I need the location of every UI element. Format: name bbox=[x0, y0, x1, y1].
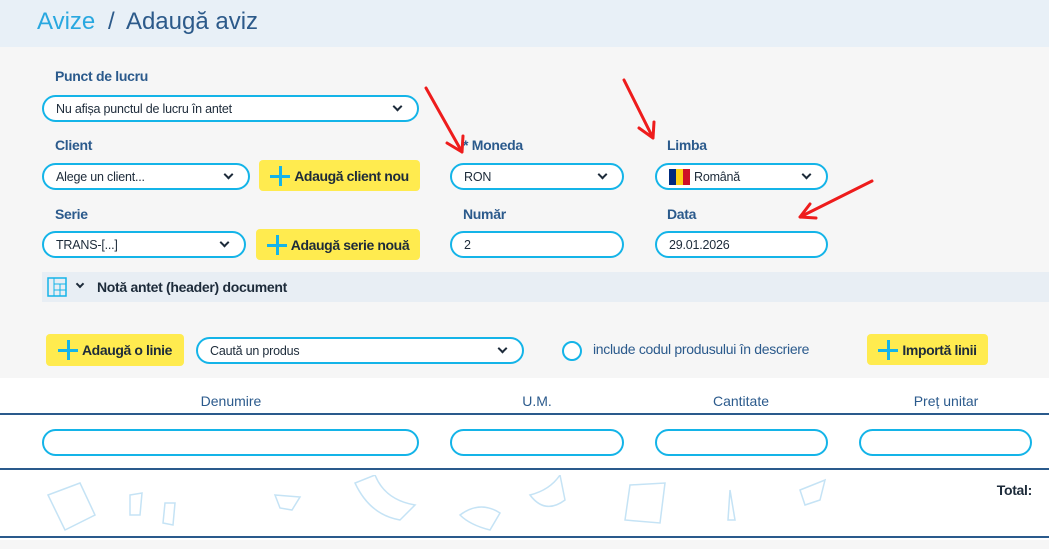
include-code-radio[interactable] bbox=[562, 341, 582, 361]
punct-de-lucru-value: Nu afișa punctul de lucru în antet bbox=[56, 101, 232, 116]
breadcrumb-avize-link[interactable]: Avize bbox=[37, 8, 96, 35]
import-lines-button[interactable]: Importă linii bbox=[867, 334, 988, 365]
chevron-down-icon bbox=[801, 169, 812, 180]
numar-input[interactable]: 2 bbox=[450, 231, 624, 258]
punct-de-lucru-select[interactable]: Nu afișa punctul de lucru în antet bbox=[42, 95, 419, 122]
add-client-button[interactable]: Adaugă client nou bbox=[259, 160, 420, 191]
limba-select[interactable]: Română bbox=[655, 163, 828, 190]
page-header bbox=[0, 0, 1049, 47]
add-client-label: Adaugă client nou bbox=[294, 167, 409, 184]
data-label: Data bbox=[667, 206, 697, 222]
chevron-down-icon bbox=[497, 343, 508, 354]
moneda-select[interactable]: RON bbox=[450, 163, 624, 190]
chevron-down-icon bbox=[219, 237, 230, 248]
add-line-label: Adaugă o linie bbox=[81, 342, 173, 358]
add-serie-button[interactable]: Adaugă serie nouă bbox=[256, 229, 420, 260]
page-title: Adaugă aviz bbox=[125, 8, 259, 35]
product-search-placeholder: Caută un produs bbox=[210, 343, 300, 358]
client-select[interactable]: Alege un client... bbox=[42, 163, 250, 190]
serie-select[interactable]: TRANS-[...] bbox=[42, 231, 246, 258]
note-header-label: Notă antet (header) document bbox=[97, 279, 287, 295]
column-header-pret-unitar: Preț unitar bbox=[913, 393, 979, 409]
plus-icon bbox=[266, 234, 287, 255]
limba-value: Română bbox=[694, 169, 741, 184]
plus-icon bbox=[270, 165, 291, 186]
divider bbox=[0, 413, 1049, 415]
flying-documents-illustration bbox=[46, 475, 827, 532]
numar-value: 2 bbox=[464, 237, 471, 252]
product-search-select[interactable]: Caută un produs bbox=[196, 337, 524, 364]
romania-flag-icon bbox=[669, 168, 690, 185]
moneda-value: RON bbox=[464, 169, 492, 184]
data-input[interactable]: 29.01.2026 bbox=[655, 231, 828, 258]
breadcrumb-separator: / bbox=[107, 8, 115, 35]
divider bbox=[0, 468, 1049, 470]
add-line-button[interactable]: Adaugă o linie bbox=[46, 334, 184, 366]
plus-icon bbox=[57, 340, 78, 360]
punct-de-lucru-label: Punct de lucru bbox=[55, 68, 149, 84]
document-calculator-icon bbox=[47, 277, 67, 297]
client-label: Client bbox=[55, 137, 93, 153]
import-lines-label: Importă linii bbox=[902, 341, 977, 358]
chevron-down-icon bbox=[392, 101, 403, 112]
chevron-down-icon bbox=[597, 169, 608, 180]
chevron-down-icon bbox=[75, 279, 85, 289]
limba-label: Limba bbox=[667, 137, 707, 153]
numar-label: Număr bbox=[463, 206, 506, 222]
data-value: 29.01.2026 bbox=[669, 237, 730, 252]
cantitate-input[interactable] bbox=[655, 429, 828, 456]
chevron-down-icon bbox=[223, 169, 234, 180]
arrow-to-limba bbox=[622, 78, 656, 140]
total-label: Total: bbox=[996, 482, 1033, 498]
column-header-denumire: Denumire bbox=[200, 393, 262, 409]
pret-unitar-input[interactable] bbox=[859, 429, 1032, 456]
column-header-cantitate: Cantitate bbox=[712, 393, 770, 409]
plus-icon bbox=[878, 339, 899, 360]
moneda-label: * Moneda bbox=[463, 137, 523, 153]
serie-value: TRANS-[...] bbox=[56, 237, 118, 252]
denumire-input[interactable] bbox=[42, 429, 419, 456]
include-code-label: include codul produsului în descriere bbox=[593, 341, 810, 357]
add-serie-label: Adaugă serie nouă bbox=[290, 236, 410, 253]
column-header-um: U.M. bbox=[522, 393, 552, 409]
note-header-toggle[interactable]: Notă antet (header) document bbox=[42, 272, 1049, 302]
client-value: Alege un client... bbox=[56, 169, 145, 184]
divider bbox=[0, 536, 1049, 538]
um-input[interactable] bbox=[450, 429, 624, 456]
serie-label: Serie bbox=[55, 206, 88, 222]
breadcrumb: Avize / Adaugă aviz bbox=[37, 8, 258, 36]
arrow-to-moneda bbox=[424, 86, 465, 154]
